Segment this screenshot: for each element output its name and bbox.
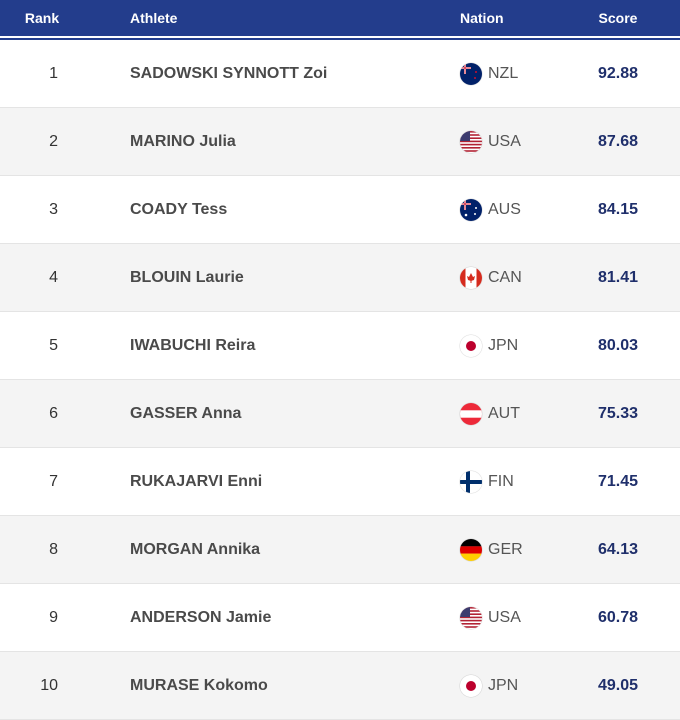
score-cell: 75.33 — [597, 404, 639, 422]
divider — [0, 36, 680, 38]
nation-code: GER — [488, 540, 523, 558]
nation-code: CAN — [488, 268, 522, 286]
nation-cell: NZL — [428, 62, 568, 85]
flag-aus-icon — [460, 198, 482, 221]
nation-cell: USA — [428, 130, 568, 153]
athlete-name[interactable]: GASSER Anna — [130, 404, 242, 422]
athlete-name[interactable]: MORGAN Annika — [130, 540, 261, 558]
nation-code: AUT — [488, 404, 520, 422]
flag-jpn-icon — [460, 334, 482, 357]
flag-nzl-icon — [460, 62, 482, 85]
nation-cell: GER — [428, 538, 568, 561]
nation-cell: JPN — [428, 334, 568, 357]
athlete-name[interactable]: IWABUCHI Reira — [130, 336, 256, 354]
flag-ger-icon — [460, 538, 482, 561]
score-cell: 80.03 — [597, 336, 639, 354]
rank-cell: 10 — [40, 676, 58, 694]
nation-code: USA — [488, 132, 521, 150]
athlete-name[interactable]: BLOUIN Laurie — [130, 268, 244, 286]
athlete-name[interactable]: MURASE Kokomo — [130, 676, 268, 694]
table-row[interactable]: 1 SADOWSKI SYNNOTT Zoi NZL 92.88 — [0, 40, 680, 108]
score-cell: 81.41 — [597, 268, 639, 286]
table-row[interactable]: 9 ANDERSON Jamie USA 60.78 — [0, 584, 680, 652]
rank-cell: 3 — [49, 200, 58, 218]
table-row[interactable]: 5 IWABUCHI Reira JPN 80.03 — [0, 312, 680, 380]
score-cell: 92.88 — [597, 64, 639, 82]
table-row[interactable]: 8 MORGAN Annika GER 64.13 — [0, 516, 680, 584]
score-cell: 87.68 — [597, 132, 639, 150]
rank-cell: 7 — [49, 472, 58, 490]
header-nation[interactable]: Nation — [460, 10, 504, 26]
nation-cell: AUT — [428, 402, 568, 425]
rank-cell: 4 — [49, 268, 58, 286]
rank-cell: 6 — [49, 404, 58, 422]
nation-cell: CAN — [428, 266, 568, 289]
header-athlete[interactable]: Athlete — [130, 10, 178, 26]
athlete-name[interactable]: ANDERSON Jamie — [130, 608, 272, 626]
nation-cell: USA — [428, 606, 568, 629]
flag-usa-icon — [460, 606, 482, 629]
nation-cell: JPN — [428, 674, 568, 697]
nation-code: USA — [488, 608, 521, 626]
nation-code: FIN — [488, 472, 514, 490]
table-row[interactable]: 10 MURASE Kokomo JPN 49.05 — [0, 652, 680, 720]
table-row[interactable]: 7 RUKAJARVI Enni FIN 71.45 — [0, 448, 680, 516]
nation-code: JPN — [488, 336, 519, 354]
score-cell: 84.15 — [597, 200, 639, 218]
flag-can-icon — [460, 266, 482, 289]
nation-code: JPN — [488, 676, 519, 694]
header-score[interactable]: Score — [598, 10, 638, 26]
athlete-name[interactable]: MARINO Julia — [130, 132, 236, 150]
header-rank[interactable]: Rank — [24, 10, 60, 26]
flag-fin-icon — [460, 470, 482, 493]
table-header: Rank Athlete Nation Score — [0, 0, 680, 36]
rank-cell: 8 — [49, 540, 58, 558]
rank-cell: 5 — [49, 336, 58, 354]
flag-jpn-icon — [460, 674, 482, 697]
nation-cell: FIN — [428, 470, 568, 493]
table-row[interactable]: 6 GASSER Anna AUT 75.33 — [0, 380, 680, 448]
score-cell: 64.13 — [597, 540, 639, 558]
nation-cell: AUS — [428, 198, 568, 221]
table-row[interactable]: 3 COADY Tess AUS 84.15 — [0, 176, 680, 244]
athlete-name[interactable]: COADY Tess — [130, 200, 228, 218]
divider — [0, 38, 680, 40]
table-row[interactable]: 2 MARINO Julia USA 87.68 — [0, 108, 680, 176]
nation-code: AUS — [488, 200, 521, 218]
rank-cell: 1 — [49, 64, 58, 82]
score-cell: 60.78 — [597, 608, 639, 626]
nation-code: NZL — [488, 64, 519, 82]
results-table: 1 SADOWSKI SYNNOTT Zoi NZL 92.88 2 MARINO… — [0, 40, 680, 720]
athlete-name[interactable]: SADOWSKI SYNNOTT Zoi — [130, 64, 328, 82]
athlete-name[interactable]: RUKAJARVI Enni — [130, 472, 263, 490]
rank-cell: 9 — [49, 608, 58, 626]
flag-usa-icon — [460, 130, 482, 153]
flag-aut-icon — [460, 402, 482, 425]
rank-cell: 2 — [49, 132, 58, 150]
score-cell: 49.05 — [597, 676, 639, 694]
table-row[interactable]: 4 BLOUIN Laurie CAN 81.41 — [0, 244, 680, 312]
score-cell: 71.45 — [597, 472, 639, 490]
